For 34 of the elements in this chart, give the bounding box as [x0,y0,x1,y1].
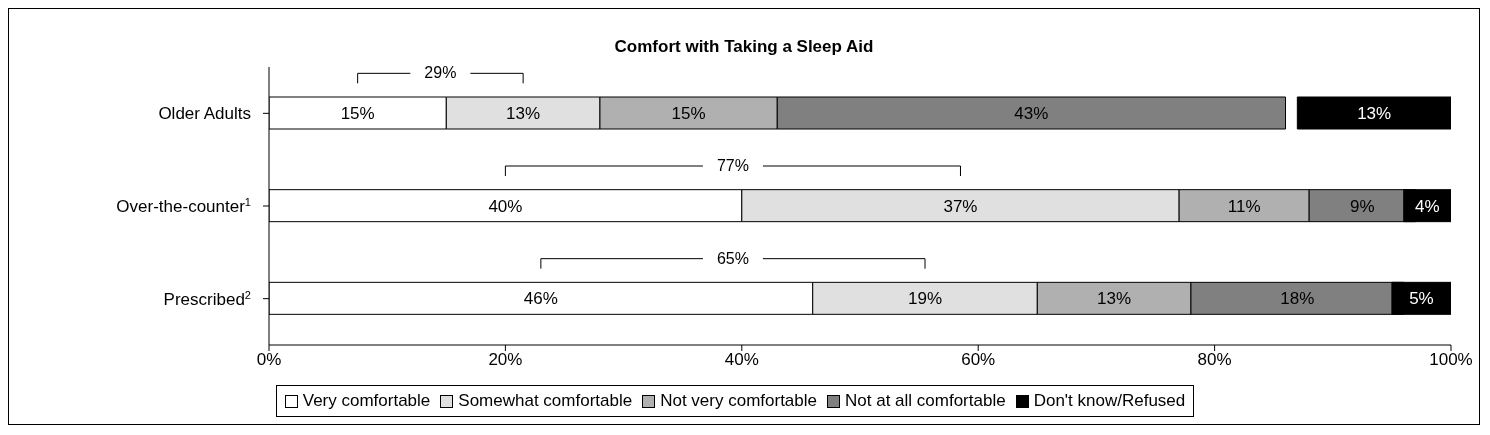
data-label: 40% [488,196,523,216]
data-label: 37% [943,196,978,216]
data-label: 11% [1227,196,1261,216]
data-label: 13% [1097,289,1132,309]
x-tick-label: 0% [256,350,282,370]
x-tick-label: 100% [1429,350,1473,370]
y-tick-label: Over-the-counter$^{1}$ [116,196,251,216]
data-label: 5% [1409,289,1434,309]
x-tick-label: 20% [488,350,523,370]
data-label: 4% [1415,196,1440,216]
x-tick-label: 40% [724,350,759,370]
annotation: 29% [424,64,457,82]
data-label: 43% [1014,104,1049,123]
data-label: 15% [340,104,375,123]
legend-label: Somewhat comfortable [457,391,633,411]
y-tick-label: Older Adults [158,104,251,124]
data-label: 46% [523,289,558,309]
annotation: 65% [716,249,749,267]
legend-label: Don't know/Refused [1032,391,1186,411]
legend-label: Not at all comfortable [844,391,1006,411]
data-label: 15% [671,104,706,123]
legend-label: Very comfortable [301,391,431,411]
data-label: 19% [907,289,943,309]
chart-title: Comfort with Taking a Sleep Aid [613,36,875,57]
x-tick-label: 60% [961,350,996,370]
data-label: 13% [506,104,541,123]
data-label: 18% [1280,289,1315,309]
y-tick-label: Prescribed$^{2}$ [163,288,251,309]
x-tick-label: 80% [1197,350,1232,370]
annotation: 77% [716,157,749,174]
bar [1296,96,1451,130]
data-label: 13% [1357,104,1392,123]
data-label: 9% [1350,196,1375,216]
legend-label: Not very comfortable [659,391,818,411]
